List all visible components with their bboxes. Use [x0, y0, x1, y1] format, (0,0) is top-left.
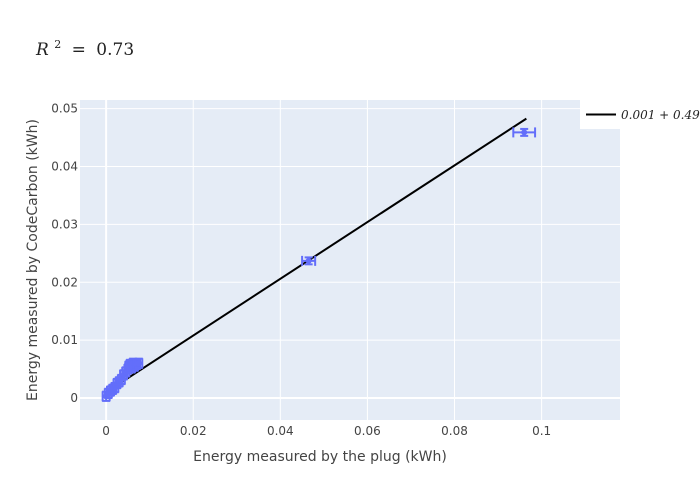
y-axis-ticks: 0 0.01 0.02 0.03 0.04 0.05 — [51, 102, 78, 405]
x-tick-label: 0.06 — [354, 424, 381, 438]
y-tick-label: 0.02 — [51, 275, 78, 289]
y-axis-title: Energy measured by CodeCarbon (kWh) — [25, 119, 41, 401]
plot-area — [80, 100, 620, 420]
fit-line — [105, 117, 527, 394]
scatter-marker — [135, 360, 142, 367]
fit-line-layer — [105, 117, 527, 394]
data-point-19 — [512, 127, 537, 138]
scatter-marker — [305, 257, 312, 264]
data-point-17 — [134, 357, 144, 369]
y-tick-label: 0.01 — [51, 333, 78, 347]
title-exponent: 2 — [54, 38, 61, 51]
title-symbol: R — [35, 40, 49, 60]
legend-label: 0.001 + 0.49x — [621, 108, 700, 122]
title-value: 0.73 — [96, 40, 134, 60]
chart-title: R 2 = 0.73 — [35, 33, 134, 60]
y-tick-label: 0.05 — [51, 102, 78, 116]
y-tick-label: 0.03 — [51, 217, 78, 231]
y-tick-label: 0.04 — [51, 160, 78, 174]
x-tick-label: 0.08 — [441, 424, 468, 438]
x-axis-title: Energy measured by the plug (kWh) — [193, 449, 447, 465]
grid-lines — [80, 100, 620, 420]
legend[interactable]: 0.001 + 0.49x — [580, 99, 700, 129]
data-points-layer — [101, 127, 537, 402]
scatter-marker — [521, 129, 528, 136]
y-tick-label: 0 — [70, 391, 78, 405]
data-point-18 — [301, 255, 317, 266]
x-axis-ticks: 0 0.02 0.04 0.06 0.08 0.1 — [102, 424, 551, 438]
x-tick-label: 0 — [102, 424, 110, 438]
x-tick-label: 0.02 — [180, 424, 207, 438]
x-tick-label: 0.04 — [267, 424, 294, 438]
x-tick-label: 0.1 — [532, 424, 551, 438]
title-equals: = — [72, 40, 86, 60]
